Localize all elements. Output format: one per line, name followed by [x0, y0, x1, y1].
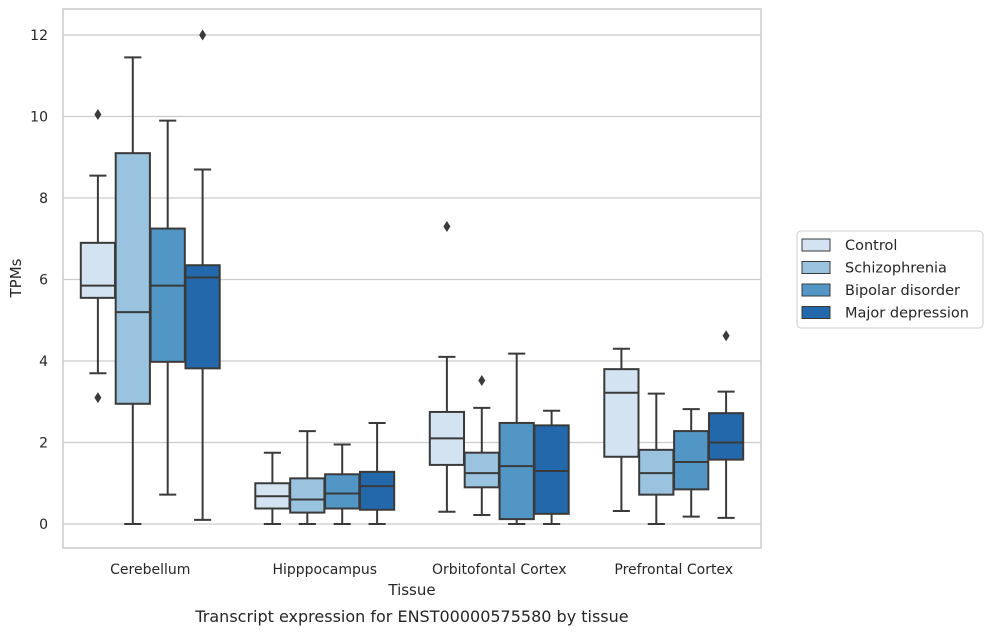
outlier-point: [722, 330, 730, 342]
y-tick-label: 12: [30, 28, 48, 44]
box-body: [149, 227, 186, 363]
box: [498, 352, 535, 525]
box: [603, 347, 640, 512]
y-axis-label: TPMs: [7, 258, 25, 298]
legend-swatch: [801, 238, 831, 252]
box-body: [358, 470, 396, 511]
boxes: [79, 29, 745, 525]
outlier-point: [199, 29, 207, 41]
y-tick-label: 8: [39, 191, 48, 207]
box-body: [324, 473, 361, 510]
legend-item: Schizophrenia: [801, 261, 947, 277]
legend-label: Major depression: [845, 306, 969, 322]
y-tick-label: 6: [39, 273, 48, 289]
gridlines: [63, 34, 761, 525]
legend-label: Bipolar disorder: [845, 283, 960, 299]
legend-swatch: [801, 306, 831, 319]
box: [707, 330, 745, 519]
y-tick-labels: 0 2 4 6 8 10 12: [30, 28, 48, 533]
y-tick-label: 0: [39, 517, 48, 533]
box-body: [114, 152, 151, 405]
box: [324, 443, 361, 525]
box: [673, 408, 710, 518]
chart-caption: Transcript expression for ENST0000057558…: [194, 607, 628, 626]
outlier-point: [478, 375, 486, 387]
x-tick-label: Orbitofontal Cortex: [432, 562, 567, 578]
box: [289, 430, 326, 525]
y-tick-label: 2: [39, 436, 48, 452]
box: [184, 29, 221, 521]
legend-swatch: [801, 283, 831, 297]
box: [533, 409, 570, 525]
box-body: [184, 264, 221, 370]
box-body: [603, 368, 640, 458]
outlier-point: [94, 108, 102, 120]
x-tick-label: Hipppocampus: [272, 562, 377, 578]
box-body: [673, 430, 710, 491]
box-body: [533, 424, 570, 515]
box: [114, 56, 151, 525]
box: [79, 108, 117, 404]
box: [358, 421, 396, 525]
legend-label: Control: [845, 238, 897, 254]
box-body: [498, 421, 535, 521]
legend-item: Control: [801, 238, 897, 254]
x-tick-label: Prefrontal Cortex: [614, 562, 733, 578]
legend-label: Schizophrenia: [845, 261, 947, 277]
outlier-point: [94, 392, 102, 404]
legend-frame: [796, 230, 984, 329]
outlier-point: [443, 221, 451, 233]
legend-swatch: [801, 261, 831, 274]
x-tick-label: Cerebellum: [110, 562, 190, 578]
legend-item: Major depression: [801, 306, 969, 322]
y-tick-label: 4: [39, 354, 48, 370]
legend: Control Schizophrenia Bipolar disorder Majo…: [796, 230, 984, 329]
y-tick-label: 10: [30, 110, 48, 126]
box-body: [463, 451, 500, 489]
legend-item: Bipolar disorder: [801, 283, 960, 299]
box-body: [707, 412, 745, 461]
x-axis-label: Tissue: [387, 581, 435, 599]
x-tick-labels: Cerebellum Hipppocampus Orbitofontal Corte…: [110, 562, 733, 578]
box-body: [289, 477, 326, 514]
box: [428, 221, 466, 513]
box-body: [79, 241, 117, 299]
